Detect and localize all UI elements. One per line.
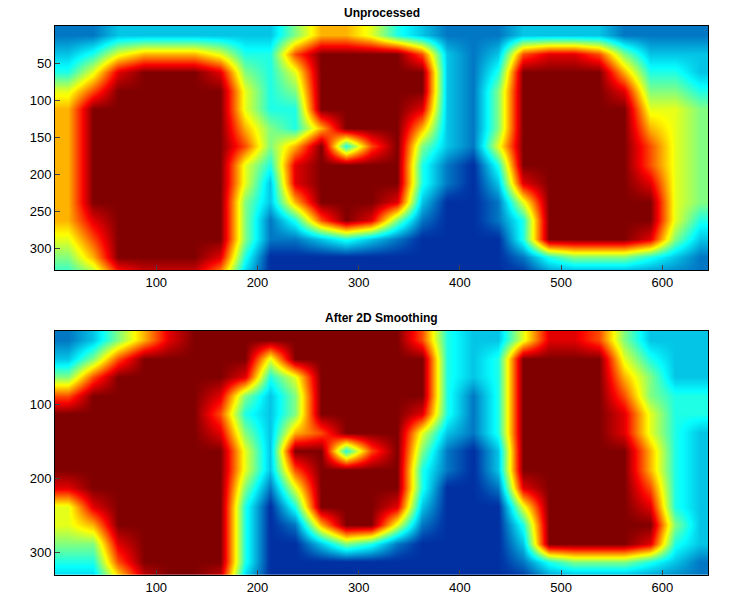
svg-text:200: 200 bbox=[30, 471, 52, 486]
svg-text:150: 150 bbox=[30, 130, 52, 145]
svg-text:200: 200 bbox=[247, 275, 269, 290]
svg-text:400: 400 bbox=[449, 275, 471, 290]
svg-text:250: 250 bbox=[30, 204, 52, 219]
svg-text:400: 400 bbox=[449, 580, 471, 595]
svg-text:500: 500 bbox=[550, 580, 572, 595]
svg-text:After 2D Smoothing: After 2D Smoothing bbox=[325, 311, 438, 325]
svg-text:Unprocessed: Unprocessed bbox=[344, 6, 420, 20]
svg-text:600: 600 bbox=[652, 275, 674, 290]
svg-text:300: 300 bbox=[348, 275, 370, 290]
svg-text:300: 300 bbox=[30, 545, 52, 560]
svg-text:100: 100 bbox=[30, 93, 52, 108]
svg-text:100: 100 bbox=[30, 397, 52, 412]
svg-text:600: 600 bbox=[652, 580, 674, 595]
svg-text:200: 200 bbox=[247, 580, 269, 595]
svg-text:500: 500 bbox=[550, 275, 572, 290]
svg-text:50: 50 bbox=[37, 56, 51, 71]
svg-text:300: 300 bbox=[348, 580, 370, 595]
svg-text:300: 300 bbox=[30, 241, 52, 256]
svg-text:200: 200 bbox=[30, 167, 52, 182]
svg-text:100: 100 bbox=[145, 580, 167, 595]
svg-text:100: 100 bbox=[145, 275, 167, 290]
